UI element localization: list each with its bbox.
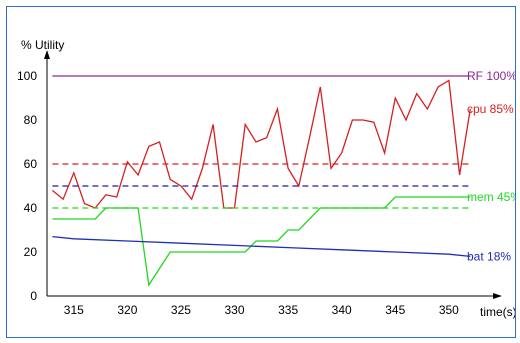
tick-labels: 315 320 325 330 335 340 345 350 0 20 40 60 80 100 [17, 69, 459, 317]
axes: % Utility time(s) [21, 38, 516, 319]
x-tick-label: 315 [64, 303, 84, 317]
series-line-cpu-85 [51, 79, 471, 209]
x-tick-label: 335 [278, 303, 298, 317]
y-tick-label: 20 [24, 245, 38, 259]
series-labels: RF 100% cpu 85% mem 45% bat 18% [467, 69, 516, 263]
series-line-bat-18 [52, 235, 471, 258]
x-tick-label: 330 [225, 303, 245, 317]
series-label-cpu-85: cpu 85% [467, 102, 514, 116]
y-tick-label: 0 [30, 289, 37, 303]
chart-frame: % Utility time(s) 315 320 325 330 335 340 345 3… [6, 6, 516, 338]
y-tick-label: 100 [17, 69, 37, 83]
y-tick-label: 60 [24, 157, 38, 171]
y-tick-label: 40 [24, 201, 38, 215]
utility-line-chart: % Utility time(s) 315 320 325 330 335 340 345 3… [17, 38, 516, 319]
x-tick-label: 340 [332, 303, 352, 317]
x-tick-label: 350 [439, 303, 459, 317]
x-tick-label: 345 [385, 303, 405, 317]
series-label-bat-18: bat 18% [467, 249, 511, 263]
series-label-mem-45: mem 45% [467, 190, 516, 204]
y-axis-label: % Utility [21, 38, 64, 52]
x-axis-label: time(s) [480, 305, 516, 319]
y-axis-arrow [44, 50, 50, 59]
series-label-rf-100: RF 100% [467, 69, 516, 83]
y-tick-label: 80 [24, 113, 38, 127]
series-layer [51, 75, 471, 287]
x-tick-label: 320 [117, 303, 137, 317]
x-tick-label: 325 [171, 303, 191, 317]
x-axis-arrow [493, 293, 502, 299]
